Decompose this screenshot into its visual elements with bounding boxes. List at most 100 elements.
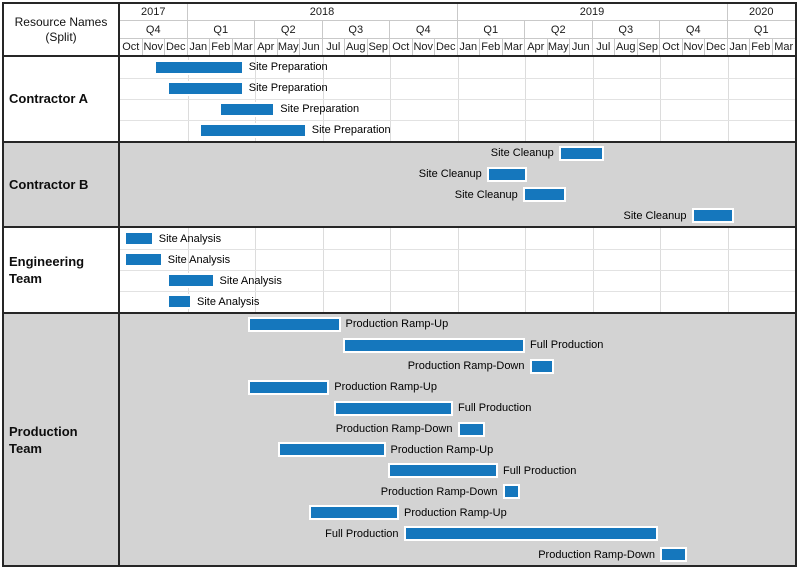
timeline-header: Resource Names (Split) 2017 2018 2019 2020 … [4, 4, 795, 57]
quarter-cell-5: Q1 [458, 21, 525, 38]
year-cell-2020: 2020 [749, 6, 774, 18]
gantt-bar[interactable] [502, 484, 521, 500]
timeline-scale: 2017 2018 2019 2020 Q4 Q1 Q2 Q3 Q4 Q1 Q2 Q3 Q4 Q1 Oc… [120, 4, 795, 55]
month-cell-0: Oct [120, 39, 143, 55]
month-cell-1: Nov [143, 39, 165, 55]
month-cell-14: Dec [435, 39, 458, 55]
gantt-bar[interactable] [333, 400, 453, 416]
band-chart-area: Site Preparation Site Preparation Site Pre… [120, 57, 795, 141]
gantt-bar[interactable] [248, 316, 341, 332]
quarter-cell-0: Q4 [120, 21, 188, 38]
bar-label: Site Analysis [158, 232, 222, 245]
gantt-bar[interactable] [198, 122, 307, 138]
bar-label: Production Ramp-Down [538, 548, 655, 561]
gantt-chart: Resource Names (Split) 2017 2018 2019 2020 … [2, 2, 797, 567]
gantt-bar[interactable] [403, 526, 658, 542]
gantt-bar[interactable] [457, 421, 485, 437]
bar-label: Production Ramp-Up [390, 443, 494, 456]
month-cell-21: Jul [593, 39, 615, 55]
gantt-bar[interactable] [124, 252, 163, 268]
gantt-bar[interactable] [342, 337, 525, 353]
month-cell-29: Mar [774, 41, 794, 53]
quarter-cell-2: Q2 [255, 21, 323, 38]
quarter-cell-7: Q3 [593, 21, 660, 38]
band-title: Production Team [4, 314, 120, 566]
month-cell-19: May [547, 39, 570, 55]
bar-label: Site Preparation [311, 124, 391, 137]
month-cell-11: Sep [368, 39, 390, 55]
quarter-cell-1: Q1 [188, 21, 255, 38]
grid-hline [120, 119, 795, 121]
gantt-bar[interactable] [153, 59, 244, 75]
gantt-bar[interactable] [124, 231, 154, 247]
bar-label: Site Analysis [219, 274, 282, 287]
month-cell-5: Mar [233, 39, 255, 55]
gantt-bar[interactable] [660, 547, 687, 563]
bar-label: Full Production [325, 527, 399, 540]
bar-label: Production Ramp-Down [407, 360, 525, 373]
gantt-bar[interactable] [529, 358, 555, 374]
bar-label: Site Analysis [197, 295, 260, 308]
quarter-cell-3: Q3 [323, 21, 390, 38]
month-cell-28: Feb [750, 39, 773, 55]
month-cell-18: Apr [525, 39, 548, 55]
month-cell-15: Jan [458, 39, 480, 55]
month-cell-27: Jan [728, 39, 750, 55]
month-cell-16: Feb [480, 39, 503, 55]
corner-header: Resource Names (Split) [4, 4, 120, 55]
corner-header-line1: Resource Names [14, 14, 108, 29]
quarter-cell-8: Q4 [660, 21, 728, 38]
month-cell-10: Aug [345, 39, 368, 55]
month-header-row: Oct Nov Dec Jan Feb Mar Apr May Jun Jul Aug Sep Oct N… [120, 39, 795, 55]
bar-label: Site Cleanup [454, 188, 518, 201]
month-cell-2: Dec [165, 39, 188, 55]
gantt-bar[interactable] [277, 442, 386, 458]
month-cell-17: Mar [503, 39, 525, 55]
grid-hline [120, 98, 795, 100]
band-row: Production Team Production Ramp-Up Full Pr… [4, 312, 795, 566]
gantt-bar[interactable] [219, 101, 276, 117]
year-header-row: 2017 2018 2019 2020 [120, 4, 795, 21]
gantt-bar[interactable] [167, 294, 192, 310]
gantt-bar[interactable] [387, 463, 498, 479]
year-cell-2019: 2019 [458, 4, 728, 20]
bar-label: Production Ramp-Up [404, 506, 507, 519]
month-cell-6: Apr [255, 39, 278, 55]
gantt-bar[interactable] [558, 145, 604, 161]
grid-hline [120, 77, 795, 79]
grid-hline [120, 291, 795, 293]
bar-label: Site Cleanup [418, 168, 482, 181]
bar-label: Production Ramp-Up [334, 381, 437, 394]
bar-label: Full Production [503, 464, 577, 477]
gantt-bar[interactable] [522, 187, 566, 203]
grid-hline [120, 249, 795, 251]
quarter-cell-6: Q2 [525, 21, 593, 38]
month-cell-20: Jun [570, 39, 593, 55]
gantt-bar[interactable] [486, 166, 528, 182]
month-cell-13: Nov [413, 39, 435, 55]
month-cell-7: May [277, 39, 300, 55]
bar-label: Site Analysis [167, 253, 231, 266]
gantt-bar[interactable] [248, 379, 330, 395]
bar-label: Full Production [457, 402, 532, 415]
gantt-bar[interactable] [167, 80, 244, 96]
month-cell-26: Dec [705, 39, 728, 55]
month-cell-3: Jan [188, 39, 210, 55]
month-cell-4: Feb [210, 39, 233, 55]
bar-label: Site Cleanup [490, 147, 554, 160]
quarter-cell-4: Q4 [390, 21, 458, 38]
band-row: Contractor B Site Cleanup Site Cleanup Site… [4, 140, 795, 227]
gantt-bar[interactable] [309, 505, 399, 521]
band-chart-area: Production Ramp-Up Full Production Product… [120, 314, 795, 566]
year-cell-2017: 2017 [120, 4, 188, 20]
gantt-bar[interactable] [691, 208, 735, 224]
bar-label: Production Ramp-Down [335, 423, 453, 436]
band-chart-area: Site Cleanup Site Cleanup Site Cleanup Site… [120, 142, 795, 227]
quarter-cell-9: Q1 [753, 23, 769, 36]
band-title: Contractor A [4, 57, 120, 141]
month-cell-22: Aug [615, 39, 638, 55]
gantt-bar[interactable] [167, 273, 215, 289]
month-cell-8: Jun [300, 39, 323, 55]
band-row: Engineering Team Site Analysis Site Analys… [4, 226, 795, 313]
